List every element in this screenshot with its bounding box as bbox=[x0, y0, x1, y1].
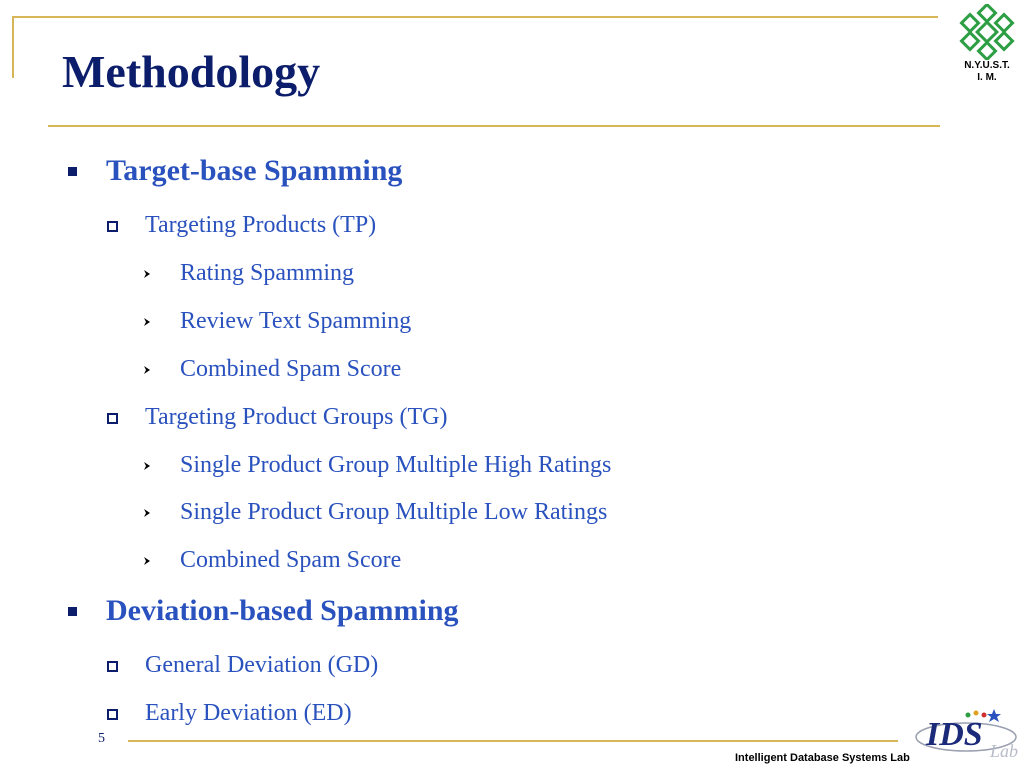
outline-item-level-2: Early Deviation (ED) bbox=[145, 700, 352, 726]
outline-item-level-3: Combined Spam Score bbox=[180, 547, 402, 573]
outline-item-level-1: Deviation-based Spamming bbox=[106, 594, 459, 627]
institution-logo: N.Y.U.S.T. I. M. bbox=[952, 4, 1022, 84]
frame-top-rule bbox=[12, 16, 938, 18]
institution-caption-line2: I. M. bbox=[977, 72, 997, 83]
outline-item-level-3: Single Product Group Multiple Low Rating… bbox=[180, 499, 608, 525]
square-bullet-icon bbox=[68, 607, 77, 616]
outline-item-level-1: Target-base Spamming bbox=[106, 154, 403, 187]
slide-title: Methodology bbox=[62, 46, 321, 97]
outline-item-level-3: Single Product Group Multiple High Ratin… bbox=[180, 452, 612, 478]
arrow-bullet-icon bbox=[144, 557, 150, 565]
hollow-square-bullet-icon bbox=[107, 221, 118, 232]
frame-left-rule bbox=[12, 16, 14, 78]
arrow-bullet-icon bbox=[144, 318, 150, 326]
outline-item-level-3: Rating Spamming bbox=[180, 260, 354, 286]
arrow-bullet-icon bbox=[144, 462, 150, 470]
page-number: 5 bbox=[98, 731, 105, 746]
footer-divider bbox=[128, 740, 898, 742]
arrow-bullet-icon bbox=[144, 366, 150, 374]
square-bullet-icon bbox=[68, 167, 77, 176]
ids-lab-logo: IDS Lab bbox=[915, 709, 1018, 761]
flower-emblem-icon bbox=[959, 4, 1015, 60]
hollow-square-bullet-icon bbox=[107, 661, 118, 672]
outline-item-level-3: Review Text Spamming bbox=[180, 308, 412, 334]
hollow-square-bullet-icon bbox=[107, 709, 118, 720]
hollow-square-bullet-icon bbox=[107, 413, 118, 424]
arrow-bullet-icon bbox=[144, 270, 150, 278]
lab-name: Intelligent Database Systems Lab bbox=[735, 752, 910, 764]
outline-item-level-3: Combined Spam Score bbox=[180, 356, 402, 382]
outline-item-level-2: General Deviation (GD) bbox=[145, 652, 379, 678]
arrow-bullet-icon bbox=[144, 509, 150, 517]
outline-item-level-2: Targeting Product Groups (TG) bbox=[145, 404, 448, 430]
ids-logo-sub: Lab bbox=[989, 741, 1018, 761]
institution-caption-line1: N.Y.U.S.T. bbox=[964, 60, 1010, 71]
ids-logo-text: IDS bbox=[925, 716, 983, 753]
title-divider bbox=[48, 125, 940, 127]
outline-item-level-2: Targeting Products (TP) bbox=[145, 212, 377, 238]
